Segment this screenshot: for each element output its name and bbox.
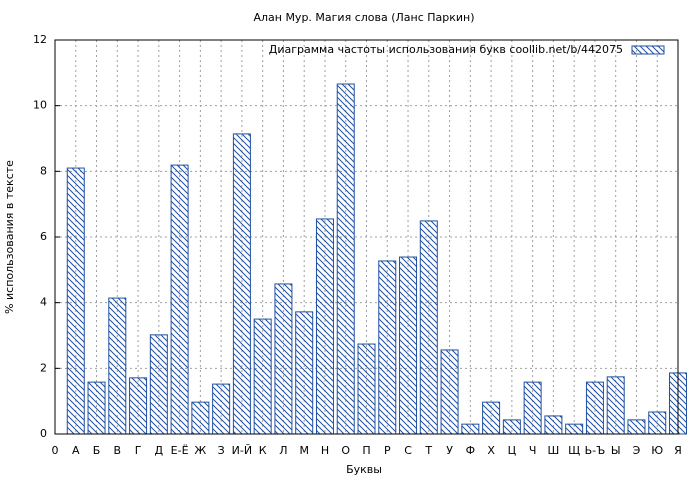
- bar: [565, 423, 584, 435]
- bar: [357, 343, 376, 435]
- x-tick-label: 0: [52, 444, 59, 457]
- x-tick-label: Ч: [529, 444, 537, 457]
- bar: [232, 133, 251, 435]
- x-tick-label: Р: [384, 444, 391, 457]
- bar: [87, 381, 106, 435]
- bar: [149, 334, 168, 435]
- x-tick-label: О: [341, 444, 350, 457]
- bar: [648, 411, 667, 435]
- y-tick-label: 4: [40, 296, 47, 309]
- bar: [108, 297, 127, 435]
- bar: [274, 283, 293, 435]
- x-tick-label: Д: [155, 444, 164, 457]
- x-tick-label: С: [404, 444, 412, 457]
- x-axis-label: Буквы: [346, 463, 382, 476]
- bar: [253, 318, 272, 435]
- x-tick-label: Ю: [651, 444, 663, 457]
- x-tick-label: Ы: [611, 444, 621, 457]
- x-tick-label: Е-Ё: [171, 444, 189, 457]
- x-tick-label: Щ: [568, 444, 580, 457]
- bar: [627, 419, 646, 435]
- x-tick-label: Ф: [466, 444, 475, 457]
- y-tick-label: 8: [40, 164, 47, 177]
- bar: [336, 83, 355, 435]
- bar: [212, 383, 231, 435]
- bar: [502, 419, 521, 435]
- legend-swatch: [631, 45, 665, 55]
- y-tick-label: 10: [33, 99, 47, 112]
- bar: [523, 381, 542, 435]
- y-tick-label: 12: [33, 33, 47, 46]
- bar: [170, 164, 189, 435]
- bar: [419, 220, 438, 435]
- x-tick-label: У: [446, 444, 453, 457]
- bar: [129, 377, 148, 435]
- bar: [378, 260, 397, 435]
- x-tick-label: Л: [279, 444, 287, 457]
- bar: [440, 349, 459, 435]
- x-tick-label: Ц: [508, 444, 517, 457]
- x-tick-label: Я: [674, 444, 682, 457]
- x-tick-label: И-Й: [232, 444, 252, 457]
- legend-label: Диаграмма частоты использования букв coo…: [269, 43, 623, 56]
- x-tick-label: Ж: [194, 444, 206, 457]
- x-tick-label: Ь-Ъ: [585, 444, 606, 457]
- bar: [461, 423, 480, 435]
- x-tick-label: Ш: [548, 444, 560, 457]
- x-tick-label: П: [362, 444, 370, 457]
- x-tick-label: Х: [487, 444, 495, 457]
- x-tick-label: Т: [424, 444, 432, 457]
- y-tick-label: 6: [40, 230, 47, 243]
- y-tick-label: 0: [40, 427, 47, 440]
- bar: [191, 401, 210, 435]
- x-tick-label: Г: [135, 444, 142, 457]
- chart-title: Алан Мур. Магия слова (Ланс Паркин): [253, 11, 474, 24]
- x-tick-label: В: [114, 444, 122, 457]
- x-tick-label: Н: [321, 444, 329, 457]
- x-tick-label: З: [218, 444, 225, 457]
- bar: [544, 415, 563, 435]
- y-axis-label: % использования в тексте: [3, 160, 16, 314]
- x-tick-label: А: [72, 444, 80, 457]
- bar: [295, 311, 314, 435]
- x-tick-label: К: [259, 444, 267, 457]
- bar: [585, 381, 604, 435]
- bar: [606, 376, 625, 435]
- x-tick-label: М: [299, 444, 309, 457]
- bar: [482, 401, 501, 435]
- bar: [315, 218, 334, 435]
- bar: [399, 256, 418, 435]
- bar: [66, 167, 85, 435]
- x-tick-label: Б: [93, 444, 101, 457]
- plot-frame: [54, 39, 679, 435]
- y-tick-label: 2: [40, 361, 47, 374]
- x-tick-label: Э: [633, 444, 641, 457]
